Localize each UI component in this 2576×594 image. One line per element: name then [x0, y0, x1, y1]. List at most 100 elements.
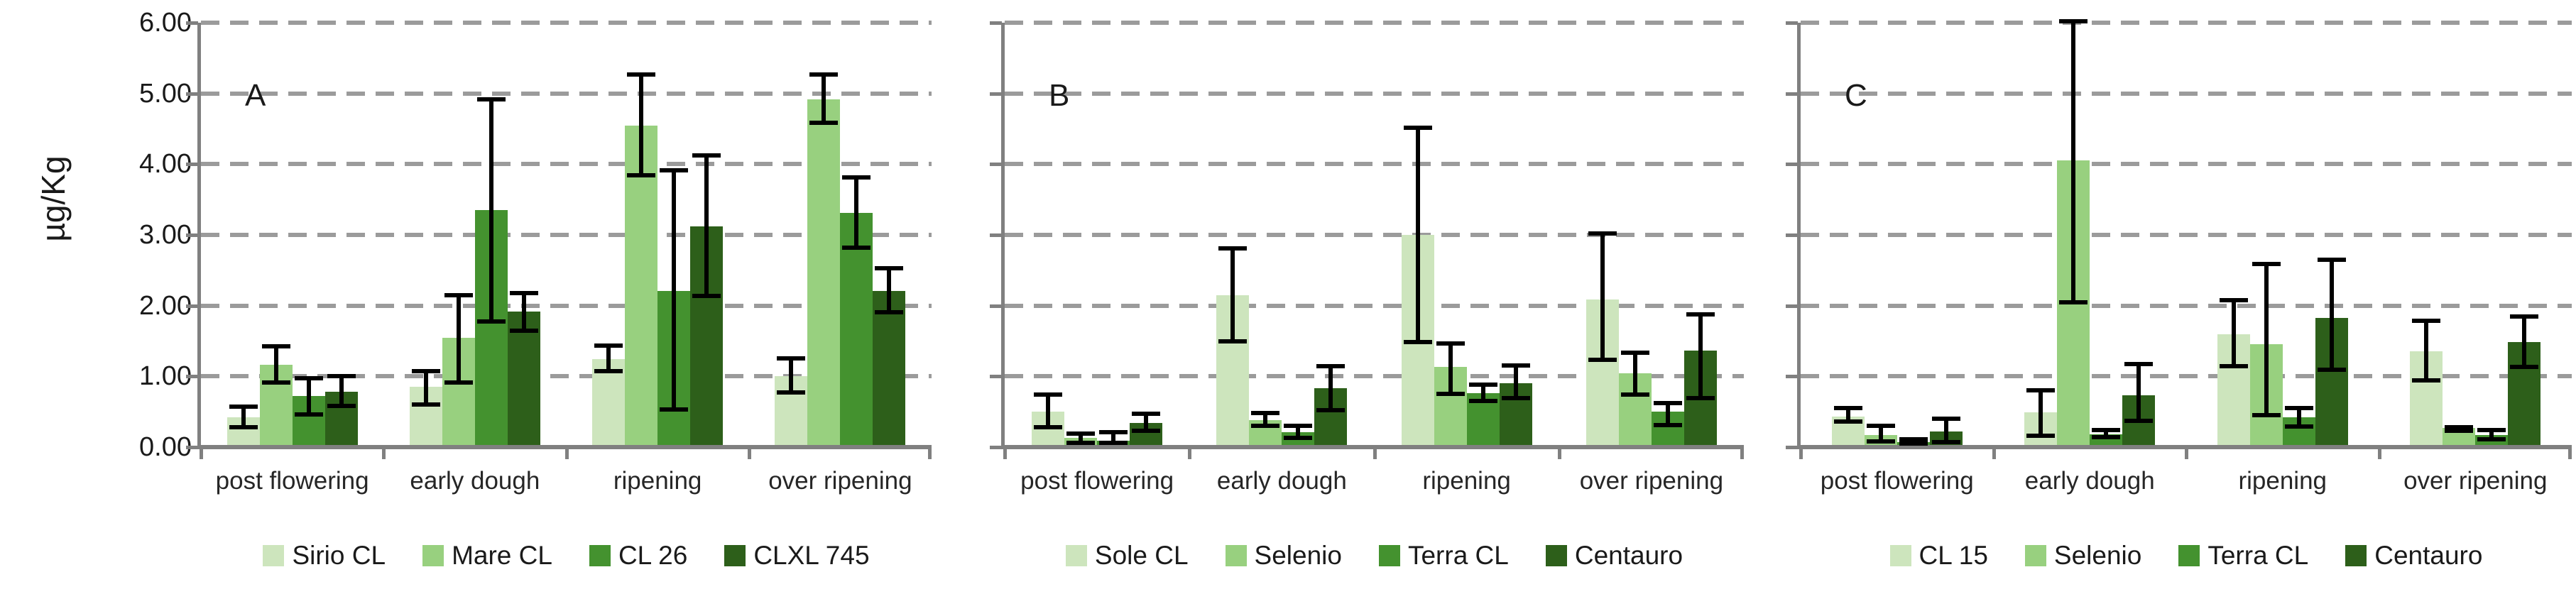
error-bar — [1653, 401, 1682, 428]
x-category-label: over ripening — [768, 467, 912, 495]
error-bar-cap-bottom — [1833, 419, 1862, 424]
error-bar — [2510, 314, 2539, 370]
error-bar — [294, 376, 323, 417]
gridline — [1005, 91, 1744, 96]
x-axis-line — [197, 445, 932, 449]
error-bar-cap-bottom — [509, 328, 538, 333]
error-bar-cap-top — [1686, 312, 1715, 317]
error-bar-line — [2424, 318, 2429, 383]
legend-swatch-icon — [724, 545, 746, 566]
error-bar — [594, 343, 623, 374]
error-bar-cap-top — [1099, 430, 1128, 435]
x-axis-tick — [1740, 447, 1744, 459]
legend-item: Mare CL — [422, 541, 552, 571]
error-bar — [809, 72, 839, 125]
error-bar-cap-top — [2510, 314, 2539, 319]
error-bar-line — [2071, 19, 2076, 304]
error-bar-cap-bottom — [1316, 408, 1346, 413]
error-bar-line — [339, 374, 344, 409]
legend-swatch-icon — [2178, 545, 2200, 566]
y-tick-label: 2.00 — [139, 290, 192, 321]
error-bar-cap-bottom — [1866, 439, 1895, 444]
error-bar-cap-bottom — [1899, 441, 1928, 446]
error-bar-line — [2264, 261, 2269, 418]
error-bar-line — [489, 97, 493, 324]
y-axis-tick — [990, 304, 1002, 308]
error-bar-cap-bottom — [2252, 413, 2281, 418]
error-bar-line — [1046, 392, 1051, 430]
y-axis-tick — [990, 375, 1002, 379]
legend-item: Centauro — [1545, 541, 1683, 571]
error-bar — [1866, 424, 1895, 444]
legend: Sirio CL Mare CL CL 26 CLXL 745 — [201, 541, 932, 571]
legend-label: Terra CL — [1407, 541, 1509, 570]
y-tick-label: 5.00 — [139, 78, 192, 109]
x-category-label: early dough — [1216, 467, 1347, 495]
error-bar-cap-top — [2059, 19, 2088, 24]
error-bar-cap-bottom — [1034, 425, 1063, 430]
error-bar — [1132, 412, 1161, 434]
error-bar-line — [2296, 406, 2301, 429]
y-axis-line — [1001, 23, 1005, 447]
error-bar-line — [1144, 412, 1149, 434]
error-bar-cap-bottom — [809, 120, 839, 125]
error-bar-cap-bottom — [2284, 424, 2313, 429]
x-category-label: post flowering — [1020, 467, 1174, 495]
legend: CL 15 Selenio Terra CL Centauro — [1801, 541, 2572, 571]
error-bar-line — [1448, 341, 1453, 397]
y-tick-label: 1.00 — [139, 361, 192, 392]
legend-label: Sirio CL — [292, 541, 386, 570]
panel-letter: A — [245, 78, 266, 113]
error-bar-cap-top — [777, 356, 806, 361]
error-bar-cap-top — [1833, 406, 1862, 411]
error-bar — [627, 72, 656, 178]
error-bar — [2252, 261, 2281, 418]
bar-sirio-cl — [592, 359, 626, 447]
error-bar — [692, 153, 721, 298]
bar-mare-cl — [807, 99, 841, 447]
error-bar-line — [639, 72, 644, 178]
error-bar-cap-top — [2412, 318, 2441, 323]
error-bar-cap-top — [1653, 401, 1682, 406]
error-bar-cap-top — [1468, 383, 1497, 387]
y-axis-tick — [990, 163, 1002, 167]
error-bar-cap-bottom — [1620, 392, 1649, 397]
gridline — [201, 21, 932, 25]
error-bar-cap-bottom — [2477, 437, 2506, 441]
error-bar-cap-top — [1066, 431, 1096, 436]
error-bar — [2284, 406, 2313, 429]
error-bar — [2092, 428, 2121, 440]
legend-swatch-icon — [1065, 545, 1087, 566]
error-bar-cap-bottom — [476, 319, 506, 324]
legend-item: CL 26 — [589, 541, 687, 571]
error-bar-line — [1263, 411, 1268, 429]
error-bar-cap-bottom — [1218, 339, 1248, 344]
y-axis-tick — [186, 92, 198, 96]
error-bar — [1034, 392, 1063, 430]
error-bar-cap-bottom — [2317, 368, 2346, 373]
error-bar-cap-bottom — [1132, 429, 1161, 434]
error-bar-cap-top — [594, 343, 623, 348]
x-axis-tick — [2568, 447, 2572, 459]
error-bar — [2026, 388, 2056, 439]
error-bar-cap-top — [1132, 412, 1161, 417]
error-bar-cap-bottom — [2026, 434, 2056, 439]
gridline — [1005, 162, 1744, 167]
x-category-label: over ripening — [1579, 467, 1724, 495]
error-bar-cap-top — [2219, 297, 2248, 302]
legend-swatch-icon — [1545, 545, 1567, 566]
error-bar-line — [606, 343, 611, 374]
legend-item: CLXL 745 — [724, 541, 870, 571]
error-bar-line — [456, 292, 461, 385]
legend-item: Terra CL — [2178, 541, 2308, 571]
x-axis-tick — [1372, 447, 1377, 459]
error-bar-line — [1111, 430, 1116, 445]
gridline — [201, 233, 932, 237]
bar-clxl-745 — [873, 290, 906, 447]
error-bar-cap-bottom — [1501, 396, 1530, 401]
error-bar-cap-bottom — [1099, 441, 1128, 445]
error-bar-cap-bottom — [875, 309, 904, 314]
error-bar-line — [2522, 314, 2527, 370]
error-bar-line — [1698, 312, 1703, 401]
error-bar-line — [273, 344, 278, 385]
